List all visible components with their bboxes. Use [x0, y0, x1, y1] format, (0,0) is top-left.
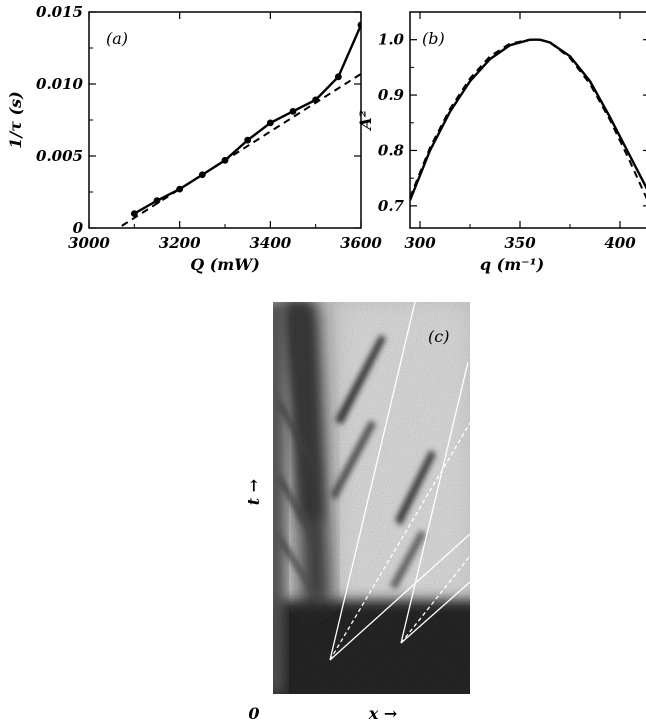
panel-b-xtick-label: 400 [604, 234, 636, 252]
panel-a-xtick-label: 3600 [340, 234, 382, 252]
panel-a: 3000 3200 3400 3600 0 0.005 0.010 0.015 (a) Q (… [6, 3, 382, 274]
panel-c-origin-label: 0 [248, 704, 259, 723]
panel-b-ytick-label: 1.0 [378, 31, 405, 49]
panel-a-data-point [130, 210, 138, 218]
panel-b-label: (b) [422, 29, 445, 48]
panel-a-ticks [88, 11, 362, 229]
panel-a-ytick-label: 0.005 [36, 147, 83, 165]
panel-a-ytick-label: 0.010 [36, 75, 84, 93]
panel-a-xtick-label: 3200 [159, 234, 201, 252]
panel-b-xtick-label: 350 [504, 234, 536, 252]
panel-a-ytick-label: 0 [73, 219, 84, 237]
panel-c-overlay-lines [329, 302, 470, 661]
panel-a-data-point [244, 136, 252, 144]
panel-a-series-2 [116, 73, 361, 228]
panel-b-xlabel: q (m⁻¹) [480, 255, 544, 274]
panel-a-data-point [334, 73, 342, 81]
panel-a-data-point [357, 21, 361, 29]
panel-a-xtick-label: 3000 [68, 234, 110, 252]
panel-b-frame [409, 11, 646, 229]
panel-b-series [410, 38, 646, 201]
panel-c-xlabel: x → [368, 704, 398, 723]
panel-b-ticks [410, 12, 646, 228]
panel-c-label: (c) [428, 327, 449, 346]
panel-a-ylabel: 1/τ (s) [6, 91, 25, 148]
panel-a-ytick-label: 0.015 [36, 3, 83, 21]
panel-b-ytick-label: 0.7 [378, 197, 405, 215]
panel-c: (c) t → 0 x → [244, 302, 470, 723]
panel-b-ytick-label: 0.8 [378, 141, 405, 159]
panel-a-xlabel: Q (mW) [190, 255, 260, 274]
panel-a-series-1 [133, 24, 361, 215]
panel-a-label: (a) [106, 29, 128, 48]
panel-a-xtick-label: 3400 [249, 234, 291, 252]
panel-b-xtick-label: 300 [404, 234, 436, 252]
panel-a-frame [88, 11, 362, 229]
panel-a-data-point [153, 197, 161, 205]
panel-b: 300 350 400 0.7 0.8 0.9 1.0 (b) q (m⁻¹) A² [356, 11, 646, 274]
panel-b-ylabel: A² [356, 110, 375, 131]
panel-b-series-1 [410, 38, 646, 201]
panel-c-image: (c) [273, 302, 470, 694]
panel-a-series [116, 21, 361, 228]
panel-b-ytick-label: 0.9 [378, 86, 405, 104]
panel-c-ylabel: t → [244, 479, 263, 505]
panel-a-tick-labels: 3000 3200 3400 3600 0 0.005 0.010 0.015 [36, 3, 382, 252]
panel-b-tick-labels: 300 350 400 0.7 0.8 0.9 1.0 [378, 31, 636, 252]
panel-a-data-point [289, 107, 297, 115]
panel-a-data-point [266, 119, 274, 127]
